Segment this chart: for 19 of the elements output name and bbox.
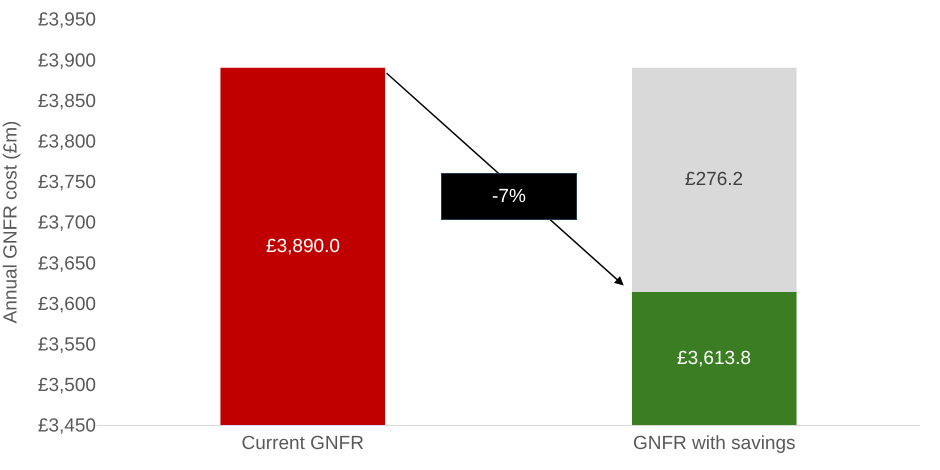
y-tick-label: £3,500 (38, 375, 96, 396)
y-tick-label: £3,750 (38, 172, 96, 194)
y-tick-label: £3,550 (38, 334, 96, 356)
y-tick-label: £3,850 (38, 90, 96, 112)
data-label: £3,613.8 (677, 348, 751, 369)
y-tick-label: £3,800 (38, 131, 96, 152)
y-tick-label: £3,600 (38, 294, 96, 315)
y-tick-label: £3,450 (38, 416, 96, 437)
y-tick-label: £3,900 (38, 50, 96, 72)
data-label: £3,890.0 (266, 236, 340, 257)
y-tick-label: £3,950 (38, 10, 96, 31)
y-tick-label: £3,700 (38, 212, 96, 234)
y-axis-title: Annual GNFR cost (£m) (0, 120, 22, 324)
annotation: -7% (492, 186, 526, 207)
picture-note-box: -7% (441, 173, 577, 220)
x-tick-label: Current GNFR (242, 432, 364, 454)
x-tick-label: GNFR with savings (632, 432, 796, 454)
y-tick-label: £3,650 (38, 253, 96, 274)
data-label: £276.2 (685, 169, 744, 190)
